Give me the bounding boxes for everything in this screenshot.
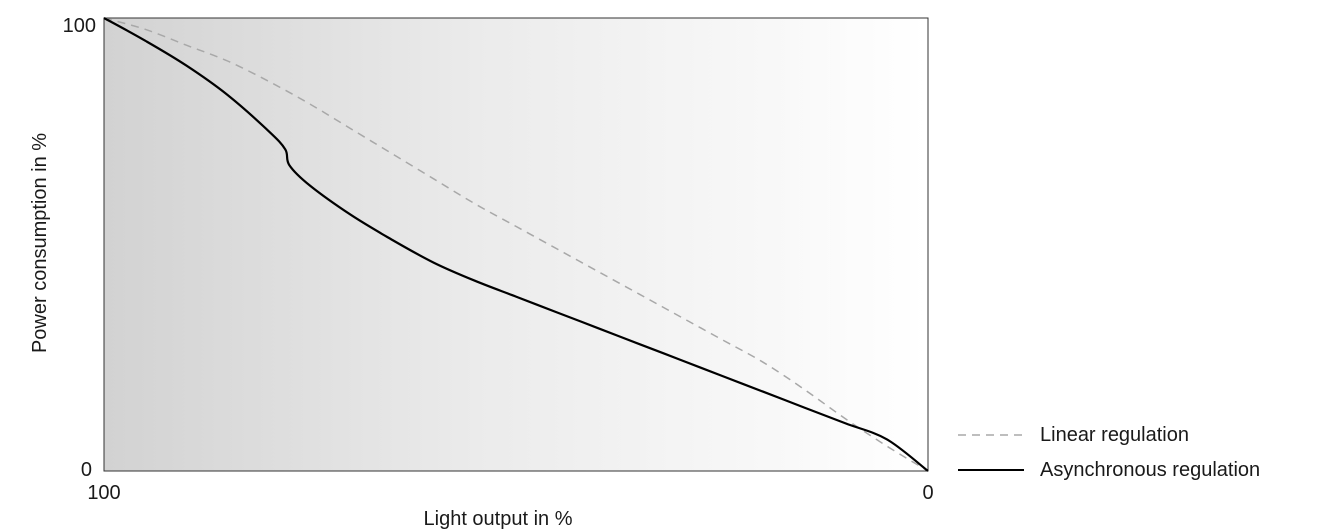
y-tick-top: 100 xyxy=(63,15,96,37)
x-axis-label: Light output in % xyxy=(424,508,573,530)
x-tick-right: 0 xyxy=(922,482,933,504)
plot-area xyxy=(103,17,929,472)
series-line-linear-regulation xyxy=(103,17,929,472)
y-axis-label: Power consumption in % xyxy=(29,133,51,353)
series-layer xyxy=(103,17,929,472)
series-line-asynchronous-regulation xyxy=(103,17,929,472)
x-tick-left: 100 xyxy=(87,482,120,504)
legend-label-linear: Linear regulation xyxy=(1040,424,1189,446)
y-tick-bottom: 0 xyxy=(81,459,92,481)
legend-label-async: Asynchronous regulation xyxy=(1040,459,1260,481)
legend: Linear regulation Asynchronous regulatio… xyxy=(958,424,1260,481)
